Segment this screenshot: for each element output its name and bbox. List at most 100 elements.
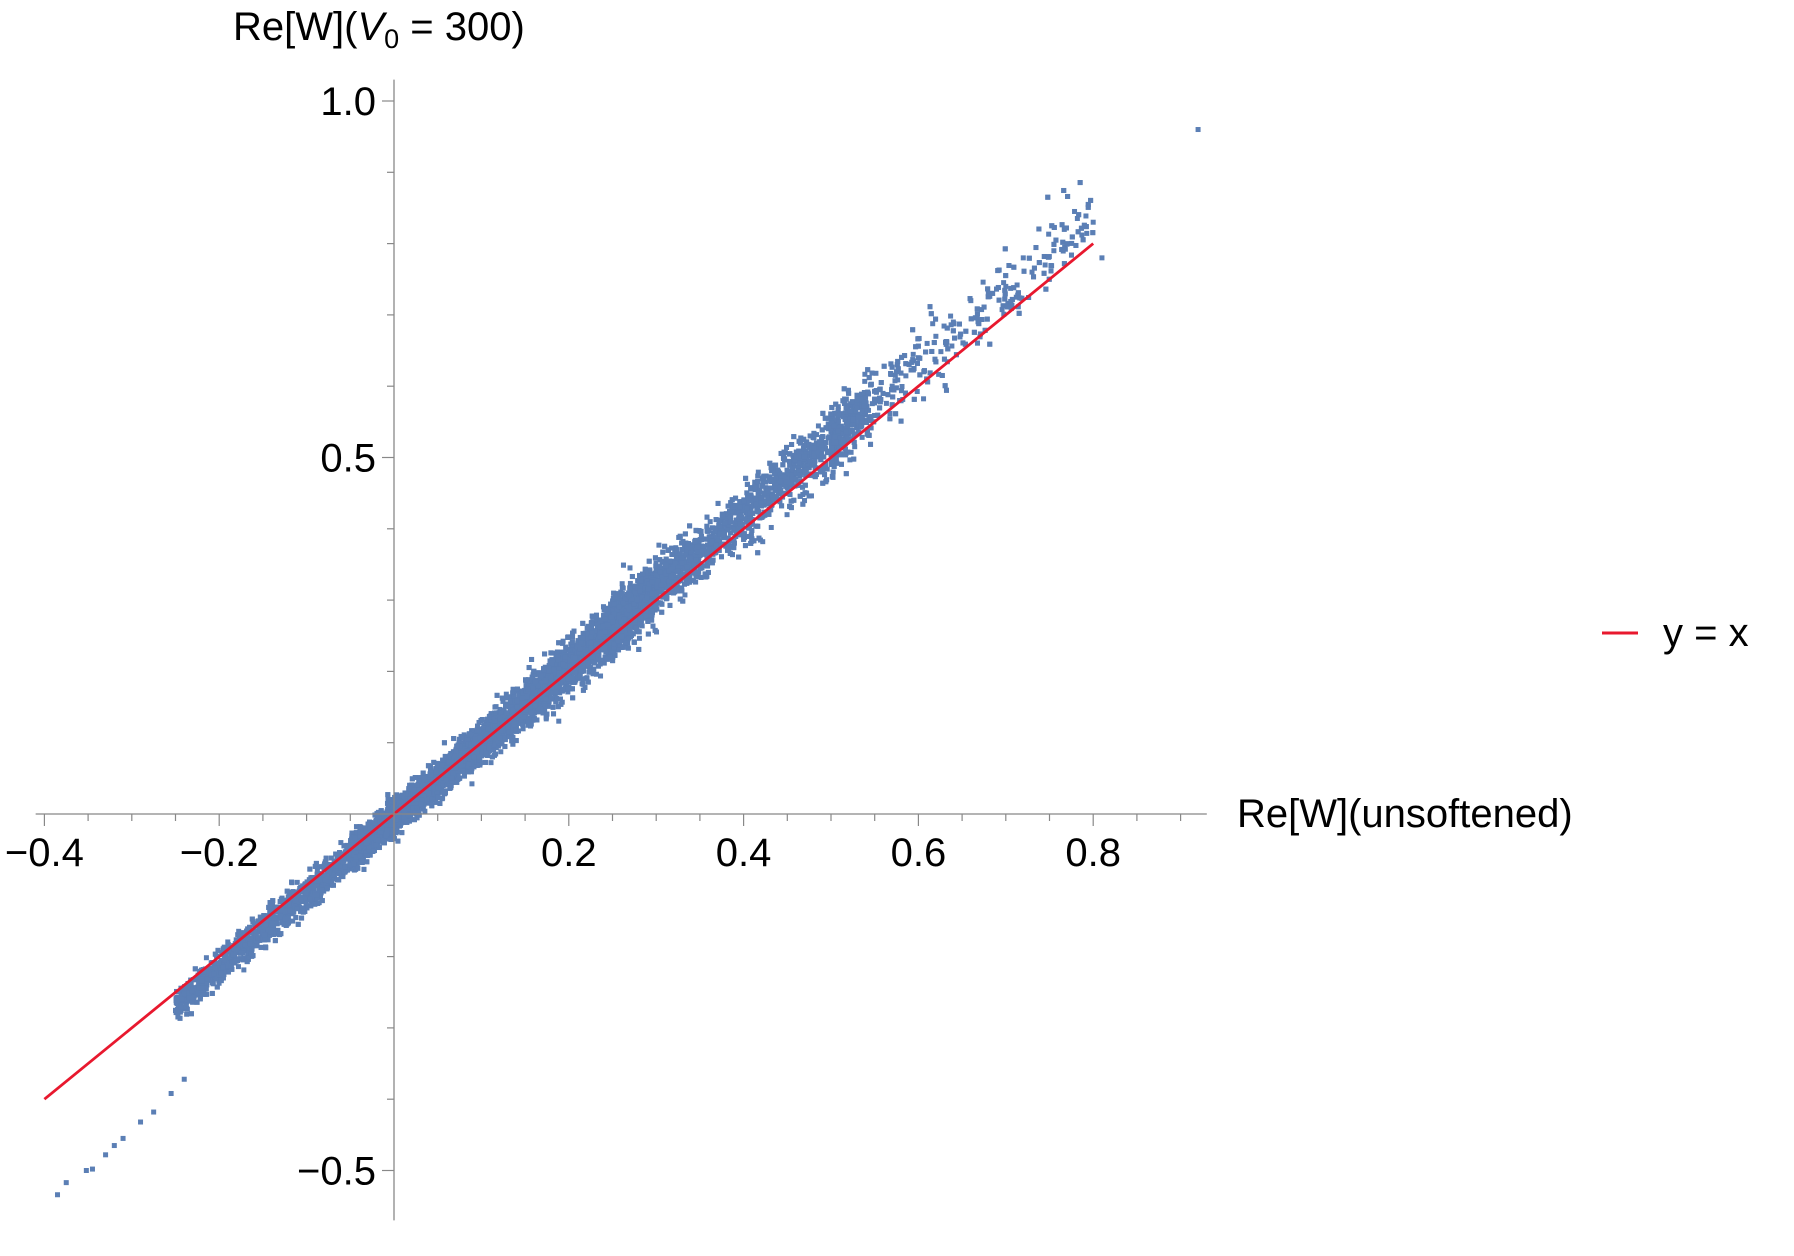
scatter-point — [338, 840, 344, 846]
scatter-point — [755, 506, 761, 512]
scatter-point — [583, 630, 589, 636]
scatter-point — [814, 432, 820, 438]
scatter-point — [727, 543, 733, 549]
scatter-point — [784, 512, 790, 518]
scatter-point — [249, 945, 255, 951]
scatter-point — [892, 378, 898, 384]
scatter-point — [557, 696, 563, 702]
scatter-point — [422, 808, 428, 814]
scatter-point — [790, 452, 796, 458]
scatter-point — [559, 649, 565, 655]
scatter-point — [707, 519, 713, 525]
scatter-point — [314, 868, 320, 874]
scatter-point — [290, 918, 296, 924]
scatter-point — [503, 691, 509, 697]
scatter-point — [1083, 213, 1089, 219]
scatter-point — [893, 385, 899, 391]
scatter-point — [1001, 311, 1007, 317]
scatter-point — [508, 694, 514, 700]
scatter-point — [791, 463, 797, 469]
scatter-point — [883, 400, 889, 406]
scatter-point — [675, 560, 681, 566]
scatter-point — [328, 855, 334, 861]
scatter-point — [241, 936, 247, 942]
scatter-point — [894, 369, 900, 375]
scatter-point — [768, 524, 774, 530]
scatter-point — [895, 377, 901, 383]
scatter-point — [294, 879, 300, 885]
scatter-point — [865, 407, 871, 413]
scatter-point — [1015, 304, 1021, 310]
scatter-point — [938, 349, 944, 355]
scatter-point — [233, 937, 239, 943]
scatter-point — [275, 927, 281, 933]
scatter-point — [868, 425, 874, 431]
scatter-point — [520, 726, 526, 732]
scatter-point — [948, 322, 954, 328]
scatter-point — [469, 781, 475, 787]
scatter-point — [656, 542, 662, 548]
scatter-point — [748, 486, 754, 492]
scatter-point — [1046, 231, 1052, 237]
scatter-point — [980, 279, 986, 285]
scatter-point — [876, 395, 882, 401]
scatter-point — [873, 370, 879, 376]
scatter-point — [755, 469, 761, 475]
scatter-point — [601, 660, 607, 666]
scatter-point — [235, 964, 241, 970]
scatter-point — [236, 935, 242, 941]
scatter-point — [497, 706, 503, 712]
scatter-point — [1014, 282, 1020, 288]
scatter-point — [892, 372, 898, 378]
scatter-point — [957, 334, 963, 340]
scatter-point — [910, 357, 916, 363]
scatter-point — [653, 568, 659, 574]
scatter-point — [1008, 285, 1014, 291]
scatter-point — [203, 955, 209, 961]
scatter-point — [930, 321, 936, 327]
scatter-point — [847, 457, 853, 463]
scatter-point — [848, 449, 854, 455]
scatter-point — [491, 747, 497, 753]
scatter-point — [936, 371, 942, 377]
scatter-point — [777, 499, 783, 505]
scatter-point — [705, 563, 711, 569]
scatter-point — [793, 449, 799, 455]
scatter-point — [760, 539, 766, 545]
scatter-point — [619, 581, 625, 587]
scatter-point — [999, 307, 1005, 313]
scatter-point — [825, 421, 831, 427]
scatter-point — [586, 669, 592, 675]
scatter-point — [979, 316, 985, 322]
scatter-point — [679, 585, 685, 591]
scatter-point — [565, 689, 571, 695]
scatter-point — [580, 630, 586, 636]
scatter-point — [948, 313, 954, 319]
scatter-points — [55, 127, 1201, 1198]
scatter-point — [498, 749, 504, 755]
scatter-point — [745, 525, 751, 531]
scatter-point — [1074, 215, 1080, 221]
scatter-point — [241, 967, 247, 973]
scatter-point — [731, 540, 737, 546]
scatter-point — [344, 842, 350, 848]
scatter-point — [184, 1011, 190, 1017]
scatter-point — [636, 635, 642, 641]
scatter-point — [225, 939, 231, 945]
scatter-point — [761, 502, 767, 508]
scatter-point — [852, 444, 858, 450]
scatter-point — [556, 718, 562, 724]
scatter-point — [728, 524, 734, 530]
scatter-point — [949, 343, 955, 349]
scatter-point — [914, 388, 920, 394]
scatter-point — [456, 736, 462, 742]
scatter-point — [1084, 230, 1090, 236]
scatter-point — [1069, 240, 1075, 246]
scatter-point — [682, 592, 688, 598]
scatter-point — [862, 378, 868, 384]
scatter-point — [593, 671, 599, 677]
scatter-point — [903, 373, 909, 379]
scatter-point — [859, 434, 865, 440]
scatter-point — [1072, 208, 1078, 214]
scatter-point — [921, 396, 927, 402]
